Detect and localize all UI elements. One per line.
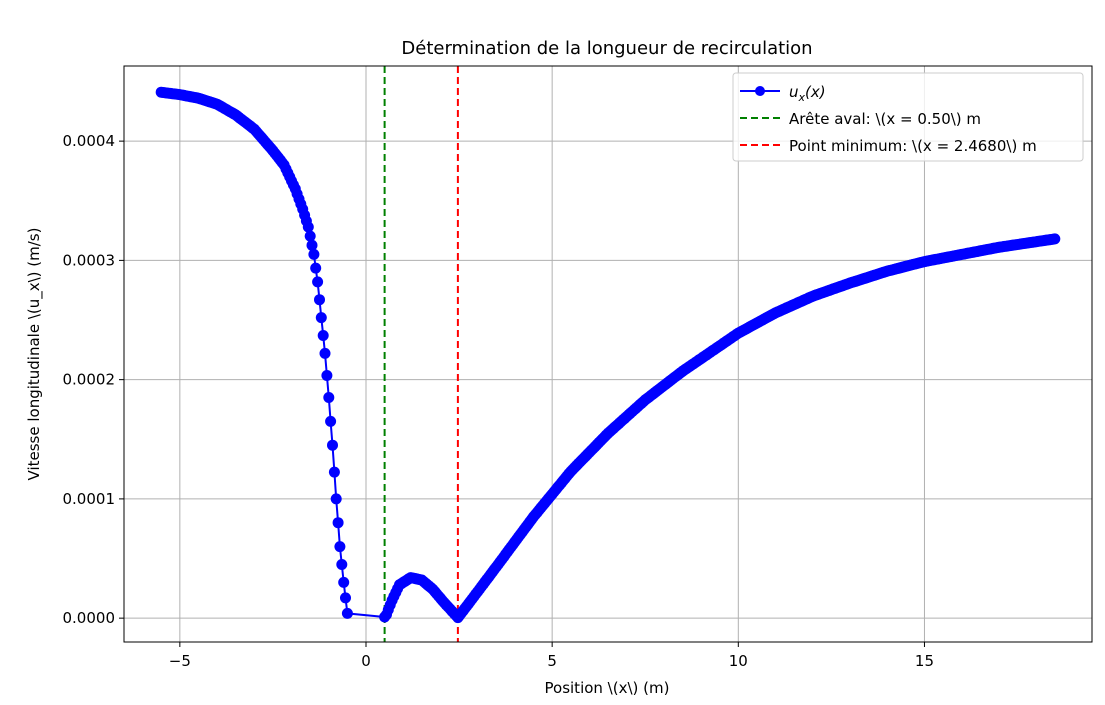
reference-lines [383, 66, 459, 642]
legend-series-marker [755, 86, 765, 96]
legend-label-series: ux(x) [789, 83, 826, 104]
y-tick-label: 0.0004 [63, 132, 116, 150]
data-point [314, 294, 325, 306]
data-point [319, 347, 331, 359]
data-point [1049, 233, 1061, 245]
data-point [332, 517, 344, 529]
y-axis: 0.0000 0.0001 0.0002 0.0003 0.0004 [63, 132, 124, 627]
x-axis: −5 0 5 10 15 [169, 642, 934, 670]
data-point [325, 415, 337, 427]
data-point [310, 262, 322, 274]
x-tick-label: −5 [169, 652, 191, 670]
data-point [336, 559, 348, 570]
data-point [338, 576, 350, 588]
x-tick-label: 0 [361, 652, 371, 670]
x-axis-label: Position \(x\) (m) [545, 679, 670, 697]
data-point [328, 466, 340, 478]
y-axis-label: Vitesse longitudinale \(u_x\) (m/s) [25, 228, 44, 481]
data-point [330, 493, 342, 505]
legend-box [732, 72, 1084, 162]
data-point [308, 248, 320, 260]
data-point [302, 221, 314, 233]
data-point [341, 607, 353, 619]
y-tick-label: 0.0000 [63, 609, 116, 627]
y-tick-label: 0.0001 [63, 490, 116, 508]
legend-label-green: Arête aval: \(x = 0.50\) m [789, 110, 981, 128]
data-point [340, 592, 351, 604]
chart-title: Détermination de la longueur de recircul… [401, 38, 812, 59]
x-tick-label: 10 [729, 652, 748, 670]
data-point [323, 392, 335, 403]
data-point [327, 439, 338, 451]
data-point [315, 312, 327, 324]
y-tick-label: 0.0002 [63, 371, 116, 389]
series-points-group [155, 86, 1061, 624]
data-point [321, 370, 333, 381]
x-tick-label: 5 [547, 652, 557, 670]
data-point [317, 330, 329, 341]
legend-label-red: Point minimum: \(x = 2.4680\) m [789, 137, 1037, 155]
data-point [312, 276, 324, 288]
data-point [334, 541, 346, 553]
legend: ux(x) Arête aval: \(x = 0.50\) m Point m… [732, 72, 1084, 162]
data-point [304, 230, 316, 242]
x-tick-label: 15 [915, 652, 934, 670]
y-tick-label: 0.0003 [63, 251, 116, 269]
plot-frame [123, 65, 1093, 643]
data-point [306, 239, 318, 251]
